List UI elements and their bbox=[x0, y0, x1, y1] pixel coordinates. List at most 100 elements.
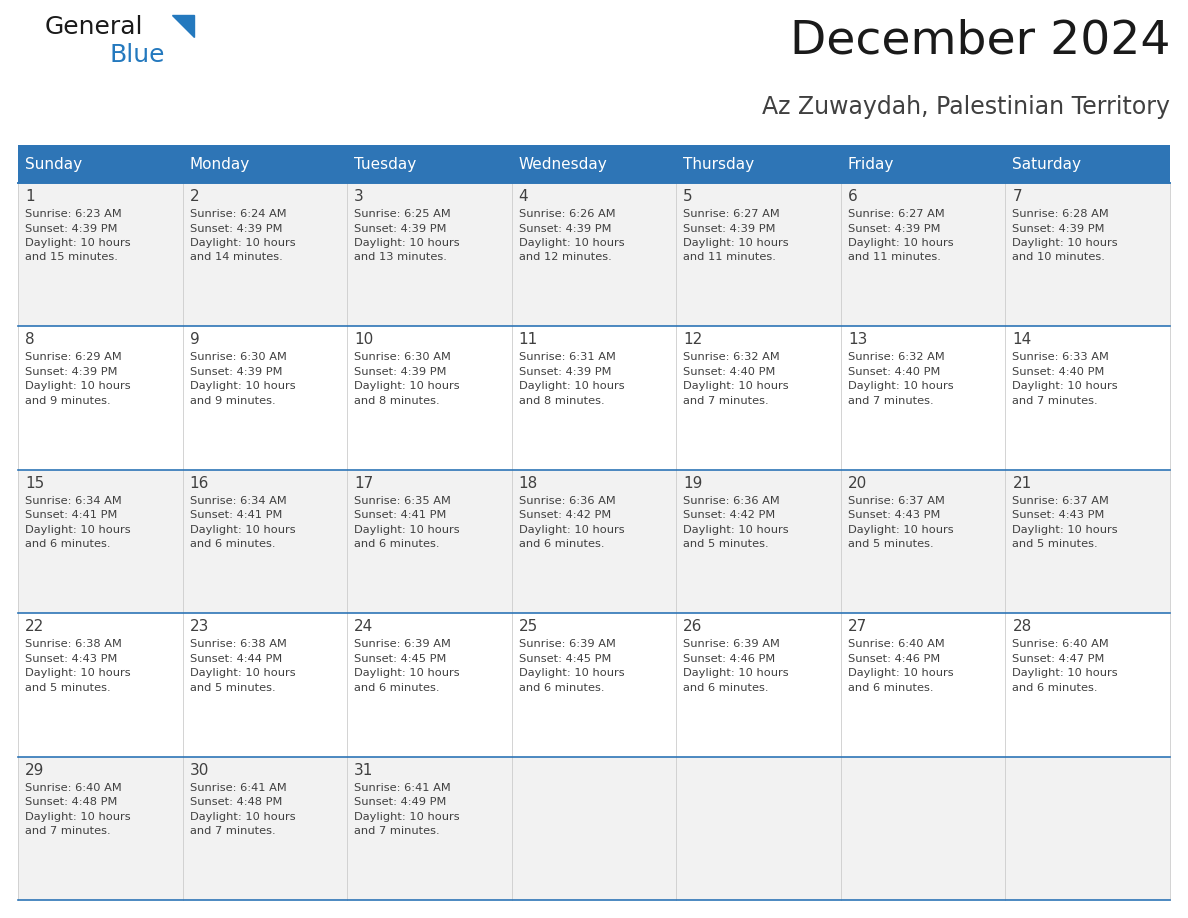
Bar bbox=[183, 183, 347, 327]
Bar bbox=[841, 145, 1005, 183]
Bar bbox=[1005, 613, 1170, 756]
Text: Sunset: 4:39 PM: Sunset: 4:39 PM bbox=[848, 223, 941, 233]
Text: 1: 1 bbox=[25, 189, 34, 204]
Text: Daylight: 10 hours: Daylight: 10 hours bbox=[683, 525, 789, 535]
Bar bbox=[18, 145, 183, 183]
Bar bbox=[18, 756, 183, 900]
Text: and 7 minutes.: and 7 minutes. bbox=[1012, 396, 1098, 406]
Bar bbox=[512, 183, 676, 327]
Text: 18: 18 bbox=[519, 476, 538, 491]
Text: Daylight: 10 hours: Daylight: 10 hours bbox=[190, 238, 295, 248]
Bar bbox=[841, 327, 1005, 470]
Text: Sunrise: 6:33 AM: Sunrise: 6:33 AM bbox=[1012, 353, 1110, 363]
Text: 13: 13 bbox=[848, 332, 867, 347]
Text: and 13 minutes.: and 13 minutes. bbox=[354, 252, 447, 263]
Bar bbox=[676, 183, 841, 327]
Text: Sunset: 4:43 PM: Sunset: 4:43 PM bbox=[848, 510, 940, 521]
Text: Sunset: 4:39 PM: Sunset: 4:39 PM bbox=[354, 367, 447, 377]
Text: Sunrise: 6:40 AM: Sunrise: 6:40 AM bbox=[848, 639, 944, 649]
Text: Sunset: 4:45 PM: Sunset: 4:45 PM bbox=[519, 654, 611, 664]
Text: Sunset: 4:43 PM: Sunset: 4:43 PM bbox=[1012, 510, 1105, 521]
Text: Sunrise: 6:30 AM: Sunrise: 6:30 AM bbox=[354, 353, 451, 363]
Text: Daylight: 10 hours: Daylight: 10 hours bbox=[1012, 381, 1118, 391]
Text: 27: 27 bbox=[848, 620, 867, 634]
Text: Sunset: 4:42 PM: Sunset: 4:42 PM bbox=[683, 510, 776, 521]
Bar bbox=[183, 145, 347, 183]
Bar bbox=[512, 145, 676, 183]
Bar bbox=[1005, 470, 1170, 613]
Text: 30: 30 bbox=[190, 763, 209, 778]
Text: 15: 15 bbox=[25, 476, 44, 491]
Text: 12: 12 bbox=[683, 332, 702, 347]
Text: and 15 minutes.: and 15 minutes. bbox=[25, 252, 118, 263]
Text: 24: 24 bbox=[354, 620, 373, 634]
Text: Sunset: 4:47 PM: Sunset: 4:47 PM bbox=[1012, 654, 1105, 664]
Text: Daylight: 10 hours: Daylight: 10 hours bbox=[190, 381, 295, 391]
Bar bbox=[347, 613, 512, 756]
Text: Sunrise: 6:29 AM: Sunrise: 6:29 AM bbox=[25, 353, 121, 363]
Polygon shape bbox=[172, 15, 194, 37]
Text: Sunrise: 6:28 AM: Sunrise: 6:28 AM bbox=[1012, 209, 1110, 219]
Text: 22: 22 bbox=[25, 620, 44, 634]
Text: Sunrise: 6:37 AM: Sunrise: 6:37 AM bbox=[1012, 496, 1110, 506]
Text: Daylight: 10 hours: Daylight: 10 hours bbox=[354, 381, 460, 391]
Text: and 6 minutes.: and 6 minutes. bbox=[190, 539, 276, 549]
Text: Sunrise: 6:36 AM: Sunrise: 6:36 AM bbox=[683, 496, 781, 506]
Text: Thursday: Thursday bbox=[683, 156, 754, 172]
Bar bbox=[676, 470, 841, 613]
Text: Sunset: 4:40 PM: Sunset: 4:40 PM bbox=[683, 367, 776, 377]
Text: 25: 25 bbox=[519, 620, 538, 634]
Text: Sunset: 4:39 PM: Sunset: 4:39 PM bbox=[1012, 223, 1105, 233]
Text: and 6 minutes.: and 6 minutes. bbox=[683, 683, 769, 693]
Bar bbox=[347, 327, 512, 470]
Bar bbox=[676, 145, 841, 183]
Bar bbox=[347, 145, 512, 183]
Bar bbox=[183, 756, 347, 900]
Text: Sunrise: 6:32 AM: Sunrise: 6:32 AM bbox=[848, 353, 944, 363]
Bar bbox=[512, 613, 676, 756]
Text: Wednesday: Wednesday bbox=[519, 156, 607, 172]
Text: and 7 minutes.: and 7 minutes. bbox=[848, 396, 934, 406]
Text: and 6 minutes.: and 6 minutes. bbox=[848, 683, 934, 693]
Text: Daylight: 10 hours: Daylight: 10 hours bbox=[354, 812, 460, 822]
Text: and 6 minutes.: and 6 minutes. bbox=[354, 683, 440, 693]
Text: Sunrise: 6:23 AM: Sunrise: 6:23 AM bbox=[25, 209, 121, 219]
Text: Monday: Monday bbox=[190, 156, 249, 172]
Text: and 6 minutes.: and 6 minutes. bbox=[519, 539, 605, 549]
Text: Daylight: 10 hours: Daylight: 10 hours bbox=[519, 238, 625, 248]
Text: and 7 minutes.: and 7 minutes. bbox=[354, 826, 440, 836]
Text: Sunset: 4:42 PM: Sunset: 4:42 PM bbox=[519, 510, 611, 521]
Text: and 10 minutes.: and 10 minutes. bbox=[1012, 252, 1105, 263]
Bar bbox=[183, 327, 347, 470]
Text: and 7 minutes.: and 7 minutes. bbox=[683, 396, 769, 406]
Text: Sunset: 4:44 PM: Sunset: 4:44 PM bbox=[190, 654, 282, 664]
Text: Sunset: 4:39 PM: Sunset: 4:39 PM bbox=[25, 223, 118, 233]
Bar bbox=[841, 756, 1005, 900]
Text: Sunset: 4:40 PM: Sunset: 4:40 PM bbox=[1012, 367, 1105, 377]
Text: Daylight: 10 hours: Daylight: 10 hours bbox=[683, 381, 789, 391]
Text: Daylight: 10 hours: Daylight: 10 hours bbox=[354, 525, 460, 535]
Text: Sunset: 4:46 PM: Sunset: 4:46 PM bbox=[683, 654, 776, 664]
Text: and 6 minutes.: and 6 minutes. bbox=[354, 539, 440, 549]
Text: Daylight: 10 hours: Daylight: 10 hours bbox=[25, 525, 131, 535]
Text: Sunrise: 6:34 AM: Sunrise: 6:34 AM bbox=[25, 496, 121, 506]
Text: and 7 minutes.: and 7 minutes. bbox=[25, 826, 110, 836]
Text: Sunrise: 6:41 AM: Sunrise: 6:41 AM bbox=[190, 783, 286, 792]
Text: Az Zuwaydah, Palestinian Territory: Az Zuwaydah, Palestinian Territory bbox=[762, 95, 1170, 119]
Text: 3: 3 bbox=[354, 189, 364, 204]
Bar bbox=[347, 756, 512, 900]
Bar bbox=[183, 470, 347, 613]
Text: 20: 20 bbox=[848, 476, 867, 491]
Text: Sunrise: 6:36 AM: Sunrise: 6:36 AM bbox=[519, 496, 615, 506]
Text: Daylight: 10 hours: Daylight: 10 hours bbox=[1012, 238, 1118, 248]
Text: and 12 minutes.: and 12 minutes. bbox=[519, 252, 612, 263]
Text: Daylight: 10 hours: Daylight: 10 hours bbox=[25, 381, 131, 391]
Text: and 8 minutes.: and 8 minutes. bbox=[519, 396, 605, 406]
Text: Daylight: 10 hours: Daylight: 10 hours bbox=[190, 668, 295, 678]
Text: Daylight: 10 hours: Daylight: 10 hours bbox=[683, 238, 789, 248]
Text: Sunrise: 6:41 AM: Sunrise: 6:41 AM bbox=[354, 783, 451, 792]
Text: and 6 minutes.: and 6 minutes. bbox=[519, 683, 605, 693]
Bar bbox=[18, 183, 183, 327]
Text: Sunset: 4:40 PM: Sunset: 4:40 PM bbox=[848, 367, 940, 377]
Bar bbox=[18, 470, 183, 613]
